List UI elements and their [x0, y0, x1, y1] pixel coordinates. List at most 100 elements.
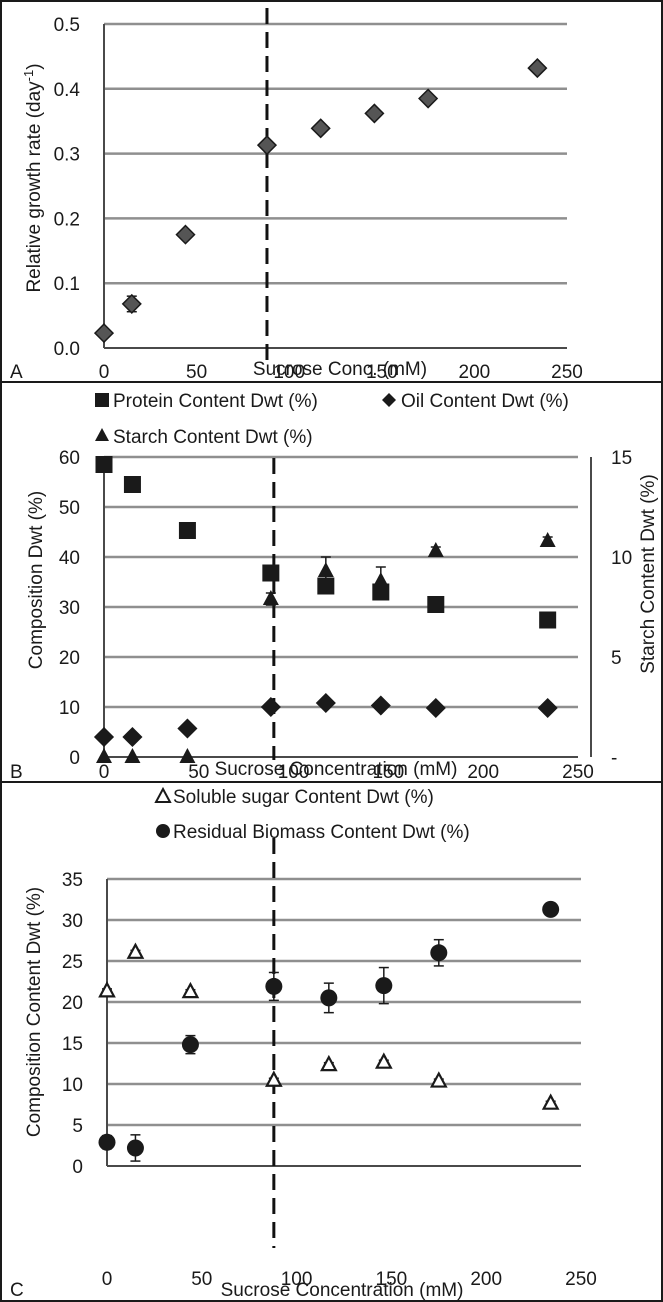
data-point-diamond	[260, 696, 281, 718]
data-point-circle	[542, 900, 560, 918]
y-tick-label: 35	[62, 870, 83, 891]
x-tick-label: 0	[102, 1269, 113, 1290]
legend-soluble-sugar-label: Soluble sugar Content Dwt (%)	[173, 787, 434, 808]
panel-a-y-axis-title-sup: -1	[21, 70, 36, 82]
x-tick-label: 0	[99, 362, 110, 383]
data-point-diamond	[537, 697, 558, 719]
data-point-square	[427, 596, 445, 613]
x-tick-label: 250	[551, 362, 583, 383]
y-tick-label: 0.0	[54, 339, 80, 360]
panel-b-gridlines	[104, 455, 578, 709]
panel-b-y-axis-title: Composition Dwt (%)	[26, 491, 47, 669]
y-tick-label: 60	[59, 448, 80, 469]
legend-protein-swatch	[95, 393, 109, 407]
y2-tick-label: 10	[611, 548, 632, 569]
data-point-circle	[375, 977, 393, 995]
data-point-circle	[265, 977, 283, 995]
panel-b-marks	[93, 456, 558, 763]
panel-c: Soluble sugar Content Dwt (%) Residual B…	[10, 786, 597, 1301]
panel-c-marks	[98, 838, 560, 1248]
y-tick-label: 10	[62, 1075, 83, 1096]
x-tick-label: 200	[459, 362, 491, 383]
x-tick-label: 50	[188, 762, 209, 783]
x-tick-label: 150	[376, 1269, 408, 1290]
y-tick-label: 30	[62, 911, 83, 932]
y-tick-label: 0	[69, 748, 80, 769]
y-tick-label: 0.1	[54, 274, 80, 295]
data-point-diamond	[93, 323, 115, 344]
data-point-triangle	[427, 542, 444, 557]
x-tick-label: 200	[470, 1269, 502, 1290]
data-point-diamond	[121, 293, 142, 314]
panel-c-y-axis-title: Composition Content Dwt (%)	[24, 887, 45, 1137]
panel-a-x-axis-title: Sucrose Conc. (mM)	[253, 359, 427, 380]
panel-c-gridlines	[107, 877, 581, 1127]
data-point-circle	[181, 1036, 199, 1054]
legend-starch-swatch	[95, 428, 109, 441]
data-point-diamond	[425, 697, 446, 719]
data-point-triangle	[179, 748, 196, 763]
legend-starch-label: Starch Content Dwt (%)	[113, 427, 313, 448]
x-tick-label: 100	[273, 362, 305, 383]
y-tick-label: 30	[59, 598, 80, 619]
y2-tick-label: -	[611, 748, 617, 769]
data-point-triangle	[96, 748, 112, 763]
panel-b-legend: Protein Content Dwt (%) Oil Content Dwt …	[95, 391, 569, 448]
legend-soluble-sugar-swatch	[154, 786, 172, 803]
panel-c-axes	[106, 879, 581, 1167]
legend-residual-biomass-label: Residual Biomass Content Dwt (%)	[173, 822, 470, 843]
x-tick-label: 250	[562, 762, 594, 783]
y-tick-label: 0.3	[54, 145, 80, 166]
data-point-open-triangle	[429, 1071, 448, 1088]
panel-a-y-axis-title-close: )	[24, 63, 45, 69]
data-point-diamond	[370, 695, 391, 716]
panel-b: Protein Content Dwt (%) Oil Content Dwt …	[10, 391, 659, 783]
data-point-square	[123, 476, 141, 493]
data-point-triangle	[539, 532, 556, 547]
data-point-triangle	[262, 590, 279, 605]
data-point-diamond	[93, 726, 115, 748]
data-point-triangle	[124, 748, 141, 763]
y-tick-label: 20	[59, 648, 80, 669]
data-point-diamond	[527, 58, 548, 79]
data-point-diamond	[418, 88, 439, 109]
panel-a-axes	[103, 24, 567, 349]
panel-a-tick-labels: 0.0 0.1 0.2 0.3 0.4 0.5 0 50 100 150 200 250	[54, 15, 583, 383]
data-point-open-triangle	[126, 942, 145, 959]
data-point-open-triangle	[265, 1070, 283, 1087]
x-tick-label: 250	[565, 1269, 597, 1290]
legend-residual-biomass-swatch	[156, 824, 170, 838]
data-point-square	[95, 456, 113, 473]
data-point-triangle	[372, 572, 389, 587]
data-point-open-triangle	[541, 1093, 560, 1110]
panel-c-tick-labels: 0 5 10 15 20 25 30 35 0 50 100 150 200 250	[62, 870, 597, 1290]
legend-protein-label: Protein Content Dwt (%)	[113, 391, 318, 412]
data-point-triangle	[317, 562, 334, 577]
panel-b-y2-axis-title: Starch Content Dwt (%)	[638, 474, 659, 674]
y-tick-label: 0.5	[54, 15, 80, 36]
data-point-diamond	[315, 692, 336, 714]
x-tick-label: 50	[186, 362, 207, 383]
data-point-circle	[98, 1133, 116, 1151]
data-point-square	[317, 577, 335, 595]
panel-c-letter: C	[10, 1280, 24, 1301]
y-tick-label: 5	[72, 1116, 83, 1137]
y-tick-label: 10	[59, 698, 80, 719]
y-tick-label: 0.4	[54, 80, 81, 101]
data-point-diamond	[256, 135, 278, 156]
data-point-open-triangle	[319, 1054, 338, 1072]
data-point-square	[178, 522, 196, 539]
y-tick-label: 25	[62, 952, 83, 973]
panel-c-x-axis-title: Sucrose Concentration (mM)	[221, 1280, 464, 1301]
panel-a-letter: A	[10, 362, 23, 383]
data-point-diamond	[364, 103, 385, 124]
x-tick-label: 150	[373, 762, 405, 783]
data-point-diamond	[122, 726, 143, 748]
x-tick-label: 100	[278, 762, 310, 783]
y-tick-label: 15	[62, 1034, 83, 1055]
panel-a-gridlines	[104, 22, 567, 285]
